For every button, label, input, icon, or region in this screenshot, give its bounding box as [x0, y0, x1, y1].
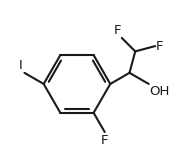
- Text: I: I: [18, 59, 22, 72]
- Text: F: F: [113, 24, 121, 37]
- Text: F: F: [156, 40, 163, 53]
- Text: OH: OH: [150, 85, 170, 98]
- Text: F: F: [101, 134, 108, 147]
